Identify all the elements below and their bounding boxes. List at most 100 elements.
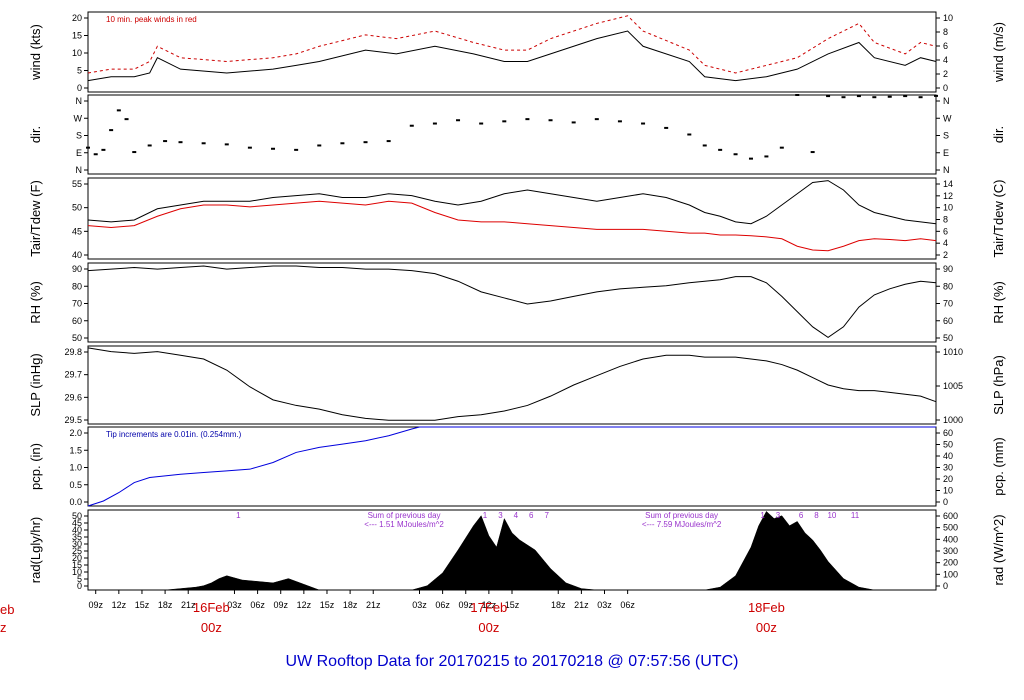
y-tick-label-right: 300 <box>943 546 958 556</box>
series-line-0 <box>87 347 937 421</box>
x-tick-label: 06z <box>435 600 450 610</box>
series-line-1 <box>87 200 937 252</box>
left-edge-date: eb <box>0 602 14 617</box>
x-tick-label: 12z <box>112 600 127 610</box>
x-tick-label: 12z <box>482 600 497 610</box>
y-tick-label: 29.5 <box>64 415 82 425</box>
radiation-annotation: Sum of previous day <box>645 511 718 520</box>
dir-point <box>363 141 368 144</box>
y-axis-label-right: dir. <box>991 126 1006 143</box>
dir-point <box>109 129 114 132</box>
dir-point <box>548 119 553 122</box>
x-tick-label: 06z <box>250 600 265 610</box>
y-axis-label-left: dir. <box>28 126 43 143</box>
dir-point <box>571 121 576 124</box>
dir-point <box>409 124 414 127</box>
dir-point <box>132 151 137 154</box>
dir-point <box>856 95 861 98</box>
dir-point <box>779 146 784 149</box>
y-tick-label-right: 2 <box>943 250 948 260</box>
y-tick-label-right: 0 <box>943 83 948 93</box>
dir-point <box>934 94 938 97</box>
y-tick-label-right: 90 <box>943 264 953 274</box>
x-tick-label: 09z <box>458 600 473 610</box>
dir-point <box>617 120 622 123</box>
y-axis-label-right: SLP (hPa) <box>991 355 1006 415</box>
y-tick-label-right: 40 <box>943 451 953 461</box>
radiation-annotation: <--- 1.51 MJoules/m^2 <box>364 520 444 529</box>
y-tick-label: 29.7 <box>64 370 82 380</box>
hour-mark: 1 <box>483 511 488 520</box>
y-tick-label-right: 2 <box>943 69 948 79</box>
panel-frame <box>87 177 937 260</box>
dir-point <box>502 120 507 123</box>
y-axis-label-right: rad (W/m^2) <box>991 514 1006 585</box>
x-tick-label: 15z <box>505 600 520 610</box>
y-tick-label: 30 <box>72 539 82 549</box>
y-tick-label: 80 <box>72 281 82 291</box>
hour-mark: 4 <box>514 511 519 520</box>
panel-2: 40 45 50 55 2 4 68 10 12 14 Tair/Tdew (F) Tair/Tdew… <box>28 177 1006 260</box>
hour-mark: 6 <box>529 511 534 520</box>
hour-mark: 3 <box>498 511 503 520</box>
y-tick-label-right: N <box>943 96 950 106</box>
x-tick-label: 12z <box>297 600 312 610</box>
dir-point <box>841 96 846 99</box>
y-tick-label: 40 <box>72 525 82 535</box>
x-tick-label: 21z <box>574 600 589 610</box>
y-tick-label-right: 30 <box>943 463 953 473</box>
x-tick-label: 03z <box>412 600 427 610</box>
dir-point <box>479 122 484 125</box>
dir-point <box>733 153 738 156</box>
dir-point <box>116 109 121 112</box>
y-tick-label: 25 <box>72 546 82 556</box>
y-tick-label-right: 1005 <box>943 381 963 391</box>
y-tick-label: W <box>74 113 83 123</box>
dir-point <box>271 147 276 150</box>
y-tick-label: 15 <box>72 31 82 41</box>
y-tick-label-right: 70 <box>943 299 953 309</box>
y-tick-label: 50 <box>72 511 82 521</box>
radiation-annotation: <--- 7.59 MJoules/m^2 <box>642 520 722 529</box>
y-tick-label: 0.0 <box>69 497 82 507</box>
dir-point <box>456 119 461 122</box>
dir-point <box>317 144 322 147</box>
y-tick-label-right: 20 <box>943 474 953 484</box>
dir-point <box>718 148 723 151</box>
dir-point <box>178 141 183 144</box>
dir-point <box>86 146 90 149</box>
x-axis: 09z 12z 15z 18z 21z 03z 06z 09z 12z 15z 18z 21z 03z 0… <box>88 590 785 635</box>
y-tick-label-right: 10 <box>943 203 953 213</box>
y-tick-label: 55 <box>72 179 82 189</box>
panel-6: 051015202530354045500100200300400500600r… <box>28 509 1006 591</box>
y-tick-label-right: S <box>943 131 949 141</box>
y-tick-label: 45 <box>72 226 82 236</box>
y-axis-label-left: Tair/Tdew (F) <box>28 180 43 257</box>
y-axis-label-left: RH (%) <box>28 281 43 324</box>
y-tick-label: 20 <box>72 13 82 23</box>
y-tick-label-right: 6 <box>943 226 948 236</box>
dir-point <box>163 140 168 143</box>
y-tick-label: 10 <box>72 567 82 577</box>
dir-point <box>201 142 206 145</box>
y-tick-label: 0.5 <box>69 480 82 490</box>
x-tick-label: 18z <box>551 600 566 610</box>
y-tick-label: 90 <box>72 264 82 274</box>
y-tick-label: 5 <box>77 66 82 76</box>
radiation-annotation: Sum of previous day <box>368 511 441 520</box>
y-tick-label-right: 4 <box>943 238 948 248</box>
y-axis-label-left: SLP (inHg) <box>28 353 43 416</box>
hour-mark: 7 <box>544 511 549 520</box>
panel-0: 0 5 10 15 20 0 2 4 6 8 10 wind (kts) wind (m/s) 10 mi… <box>28 11 1006 93</box>
left-edge-z: z <box>0 620 7 635</box>
y-tick-label-right: N <box>943 165 950 175</box>
y-tick-label: N <box>76 165 83 175</box>
dir-point <box>247 146 252 149</box>
dir-point <box>664 126 669 129</box>
y-tick-label-right: 4 <box>943 55 948 65</box>
y-tick-label: 1.5 <box>69 445 82 455</box>
y-axis-label-left: rad(Lgly/hr) <box>28 517 43 583</box>
hour-mark: 11 <box>851 511 860 520</box>
dir-point <box>147 144 152 147</box>
